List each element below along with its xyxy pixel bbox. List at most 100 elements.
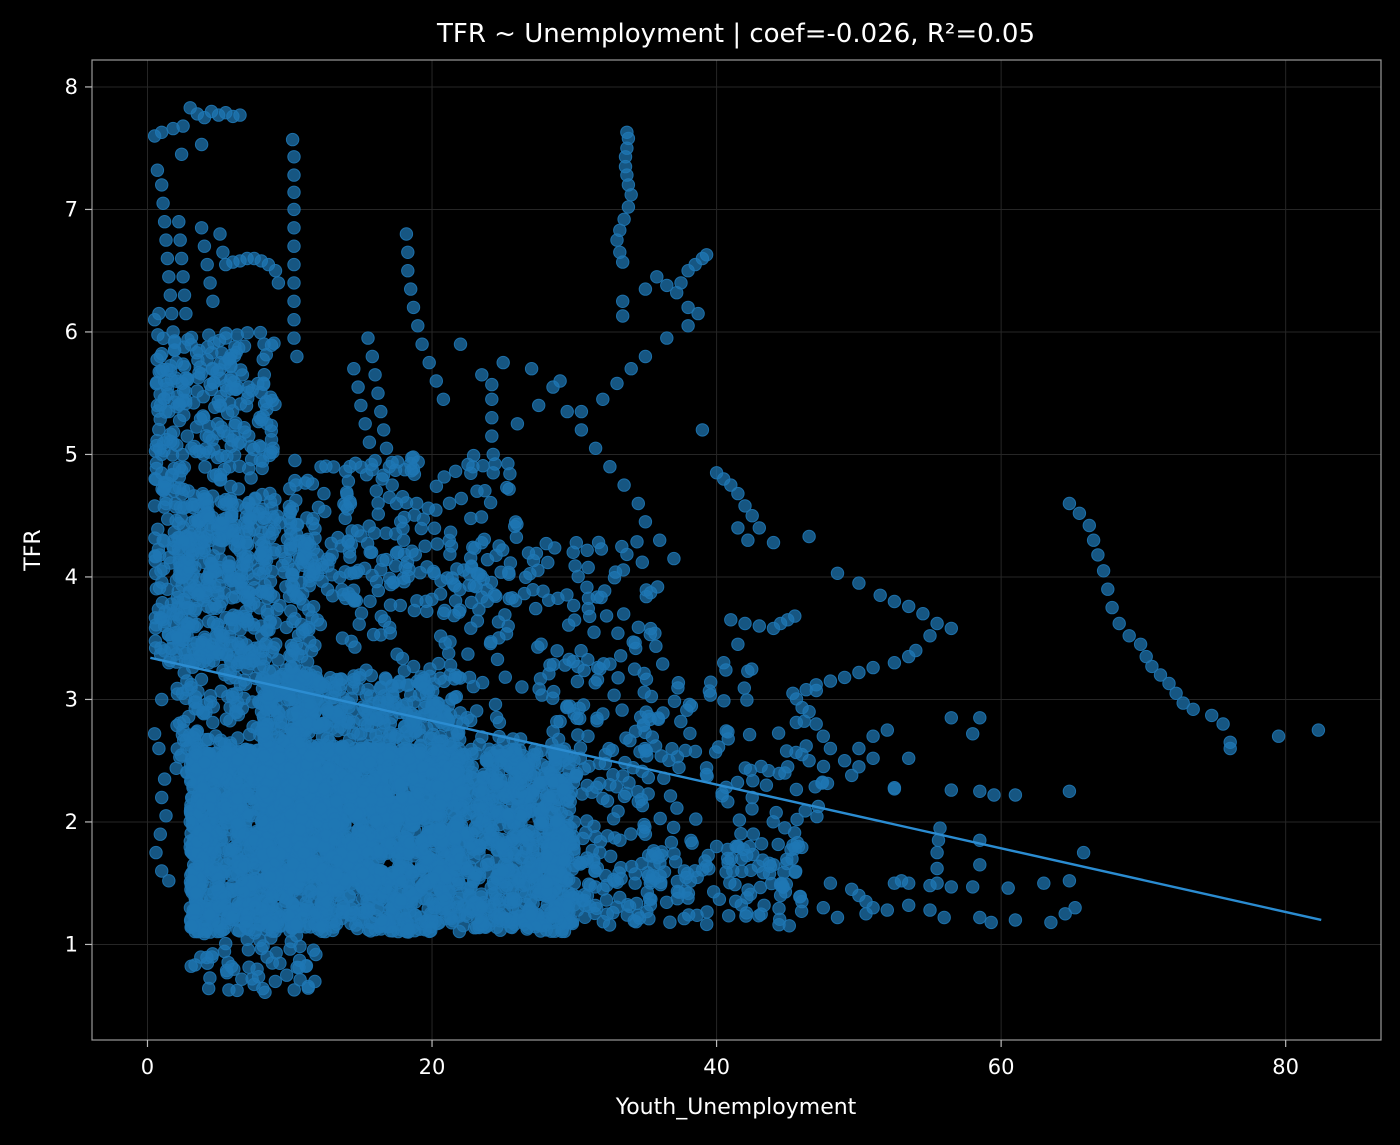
data-point <box>600 869 612 881</box>
data-point <box>206 559 218 571</box>
data-point <box>211 621 223 633</box>
data-point <box>245 453 257 465</box>
data-point <box>269 975 281 987</box>
data-point <box>232 753 244 765</box>
data-point <box>240 537 252 549</box>
data-point <box>191 385 203 397</box>
data-point <box>475 901 487 913</box>
data-point <box>171 631 183 643</box>
data-point <box>318 841 330 853</box>
data-point <box>176 643 188 655</box>
data-point <box>343 890 355 902</box>
data-point <box>256 462 268 474</box>
data-point <box>450 820 462 832</box>
data-point <box>631 536 643 548</box>
data-point <box>210 469 222 481</box>
data-point <box>491 653 503 665</box>
data-point <box>214 400 226 412</box>
data-point <box>542 556 554 568</box>
data-point <box>206 638 218 650</box>
data-point <box>471 913 483 925</box>
data-point <box>362 847 374 859</box>
data-point <box>444 659 456 671</box>
data-point <box>528 803 540 815</box>
data-point <box>258 786 270 798</box>
data-point <box>394 823 406 835</box>
data-point <box>310 948 322 960</box>
data-point <box>249 927 261 939</box>
data-point <box>403 752 415 764</box>
data-point <box>396 791 408 803</box>
data-point <box>319 680 331 692</box>
data-point <box>601 908 613 920</box>
data-point <box>568 614 580 626</box>
data-point <box>364 925 376 937</box>
data-point <box>488 806 500 818</box>
data-point <box>375 610 387 622</box>
data-point <box>278 836 290 848</box>
data-point <box>629 637 641 649</box>
data-point <box>203 512 215 524</box>
data-point <box>476 803 488 815</box>
data-point <box>612 627 624 639</box>
data-point <box>263 449 275 461</box>
data-point <box>786 853 798 865</box>
data-point <box>487 875 499 887</box>
data-point <box>218 945 230 957</box>
data-point <box>355 833 367 845</box>
data-point <box>462 648 474 660</box>
data-point <box>257 537 269 549</box>
data-point <box>387 925 399 937</box>
data-point <box>646 850 658 862</box>
data-point <box>500 628 512 640</box>
data-point <box>283 871 295 883</box>
data-point <box>740 910 752 922</box>
data-point <box>745 864 757 876</box>
data-point <box>408 804 420 816</box>
data-point <box>304 750 316 762</box>
data-point <box>425 921 437 933</box>
data-point <box>524 568 536 580</box>
data-point <box>222 823 234 835</box>
data-point <box>159 476 171 488</box>
data-point <box>449 832 461 844</box>
data-point <box>720 866 732 878</box>
data-point <box>243 809 255 821</box>
data-point <box>330 795 342 807</box>
data-point <box>434 799 446 811</box>
data-point <box>182 554 194 566</box>
data-point <box>437 894 449 906</box>
data-point <box>301 717 313 729</box>
data-point <box>455 785 467 797</box>
data-point <box>576 857 588 869</box>
data-point <box>207 716 219 728</box>
data-point <box>335 678 347 690</box>
data-point <box>465 622 477 634</box>
data-point <box>481 554 493 566</box>
data-point <box>232 924 244 936</box>
data-point <box>559 659 571 671</box>
data-point <box>667 821 679 833</box>
data-point <box>755 908 767 920</box>
data-point <box>496 839 508 851</box>
data-point <box>382 694 394 706</box>
data-point <box>439 637 451 649</box>
data-point <box>227 910 239 922</box>
data-point <box>494 924 506 936</box>
data-point <box>581 581 593 593</box>
data-point <box>329 834 341 846</box>
data-point <box>267 920 279 932</box>
data-point <box>466 760 478 772</box>
data-point <box>212 872 224 884</box>
data-point <box>348 676 360 688</box>
data-point <box>772 838 784 850</box>
data-point <box>502 808 514 820</box>
data-point <box>521 923 533 935</box>
data-point <box>204 696 216 708</box>
data-point <box>449 864 461 876</box>
data-point <box>600 610 612 622</box>
data-point <box>182 485 194 497</box>
data-point <box>630 897 642 909</box>
data-point <box>394 778 406 790</box>
data-point <box>527 843 539 855</box>
